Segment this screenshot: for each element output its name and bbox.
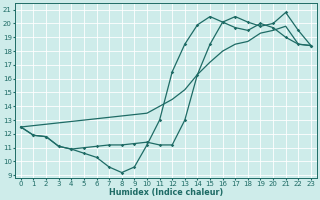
- X-axis label: Humidex (Indice chaleur): Humidex (Indice chaleur): [109, 188, 223, 197]
